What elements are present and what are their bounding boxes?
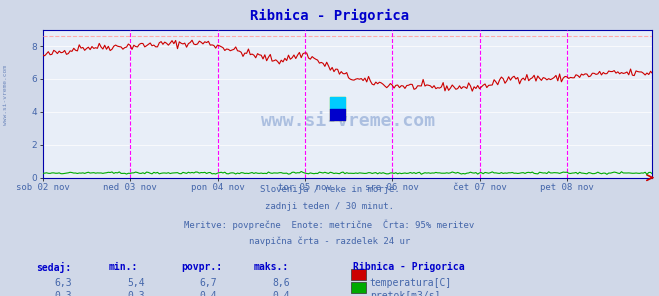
- Text: 6,7: 6,7: [200, 278, 217, 288]
- Text: sedaj:: sedaj:: [36, 262, 71, 273]
- Text: Ribnica - Prigorica: Ribnica - Prigorica: [353, 262, 464, 272]
- Text: Ribnica - Prigorica: Ribnica - Prigorica: [250, 9, 409, 23]
- Text: www.si-vreme.com: www.si-vreme.com: [3, 65, 9, 125]
- Text: 8,6: 8,6: [272, 278, 290, 288]
- Text: 0,4: 0,4: [272, 291, 290, 296]
- Text: Slovenija / reke in morje.: Slovenija / reke in morje.: [260, 185, 399, 194]
- Text: 5,4: 5,4: [127, 278, 145, 288]
- Text: 6,3: 6,3: [55, 278, 72, 288]
- Text: pretok[m3/s]: pretok[m3/s]: [370, 291, 440, 296]
- Text: 0,4: 0,4: [200, 291, 217, 296]
- Text: temperatura[C]: temperatura[C]: [370, 278, 452, 288]
- Text: 0,3: 0,3: [55, 291, 72, 296]
- Text: maks.:: maks.:: [254, 262, 289, 272]
- Text: navpična črta - razdelek 24 ur: navpična črta - razdelek 24 ur: [249, 237, 410, 246]
- Text: min.:: min.:: [109, 262, 138, 272]
- Text: www.si-vreme.com: www.si-vreme.com: [260, 112, 435, 130]
- Text: Meritve: povprečne  Enote: metrične  Črta: 95% meritev: Meritve: povprečne Enote: metrične Črta:…: [185, 219, 474, 230]
- Text: povpr.:: povpr.:: [181, 262, 222, 272]
- Text: zadnji teden / 30 minut.: zadnji teden / 30 minut.: [265, 202, 394, 211]
- Text: 0,3: 0,3: [127, 291, 145, 296]
